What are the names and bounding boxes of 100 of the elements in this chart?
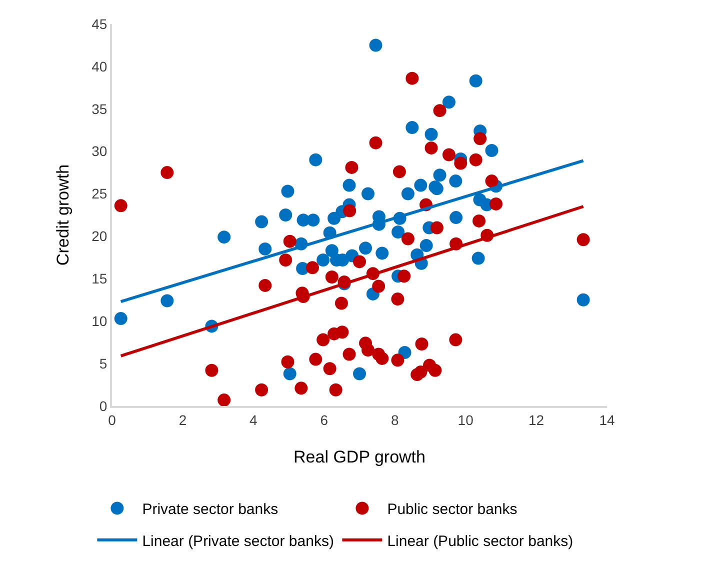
point (160, 166, 174, 180)
point (398, 270, 411, 283)
point (306, 214, 320, 227)
point (469, 153, 482, 166)
point (433, 168, 446, 182)
point (325, 270, 338, 284)
point (414, 366, 428, 379)
point (306, 261, 319, 274)
point (474, 132, 487, 146)
x-tick-label: 12 (528, 412, 544, 428)
point (361, 343, 374, 356)
point (281, 355, 294, 368)
x-tick-label: 8 (390, 412, 399, 428)
point (361, 187, 374, 200)
point (391, 354, 404, 367)
point (309, 352, 322, 366)
point (433, 104, 446, 118)
point (369, 136, 382, 150)
point (391, 292, 404, 306)
point (281, 184, 294, 198)
point (353, 367, 366, 380)
point (283, 234, 296, 248)
x-tick-label: 10 (458, 412, 474, 428)
point (369, 38, 382, 52)
point (342, 178, 356, 192)
point (485, 174, 498, 188)
point (309, 153, 322, 166)
point (472, 214, 486, 228)
point (114, 199, 128, 212)
legend-label: Linear (Public sector banks) (387, 532, 574, 550)
point (279, 208, 292, 222)
point (420, 239, 433, 252)
point (316, 253, 330, 266)
point (323, 362, 336, 376)
y-tick-label: 0 (99, 398, 108, 414)
point (336, 326, 349, 339)
point (376, 352, 389, 365)
point (359, 242, 372, 255)
point (442, 96, 456, 109)
point (218, 230, 231, 244)
y-axis-title: Credit growth (54, 164, 73, 266)
legend-label: Private sector banks (142, 501, 278, 518)
point (415, 338, 428, 351)
point (449, 333, 462, 346)
point (428, 364, 442, 377)
point (343, 204, 356, 218)
point (406, 121, 419, 134)
point (325, 244, 338, 258)
point (406, 72, 419, 85)
point (401, 232, 414, 246)
point (442, 148, 456, 162)
point (316, 333, 330, 346)
point (342, 348, 356, 361)
point (160, 294, 174, 308)
point (430, 221, 444, 234)
point (255, 215, 268, 228)
y-tick-label: 25 (92, 186, 108, 202)
y-tick-label: 10 (92, 313, 108, 330)
point (401, 187, 414, 200)
point (489, 197, 502, 210)
y-tick-label: 40 (92, 58, 108, 74)
point (392, 165, 406, 178)
point (472, 252, 485, 265)
point (424, 141, 438, 154)
x-tick-label: 6 (320, 412, 328, 428)
point (329, 383, 342, 396)
legend-label: Linear (Private sector banks) (142, 532, 334, 550)
point (414, 178, 428, 192)
point (450, 211, 463, 224)
y-tick-label: 30 (92, 143, 108, 160)
point (353, 255, 366, 268)
x-tick-label: 2 (178, 412, 187, 428)
point (258, 278, 272, 292)
point (449, 174, 462, 188)
y-tick-label: 35 (92, 100, 108, 117)
point (283, 367, 296, 380)
point (576, 233, 590, 246)
point (485, 144, 498, 157)
point (372, 280, 386, 293)
point (294, 382, 308, 395)
y-tick-label: 20 (92, 228, 108, 244)
y-tick-label: 5 (99, 355, 108, 372)
point (376, 246, 389, 260)
point (255, 383, 268, 396)
point (392, 225, 405, 238)
y-tick-label: 15 (92, 270, 108, 287)
point (469, 74, 482, 88)
point (328, 212, 341, 225)
point (279, 253, 292, 266)
point (345, 160, 358, 174)
x-axis-title: Real GDP growth (294, 448, 426, 467)
point (218, 394, 231, 407)
y-tick-label: 45 (92, 16, 108, 32)
legend-label: Public sector banks (387, 501, 518, 518)
x-tick-label: 4 (250, 412, 258, 428)
point (114, 312, 128, 326)
point (205, 364, 218, 377)
point (424, 128, 438, 141)
point (334, 296, 348, 310)
point (454, 156, 468, 170)
